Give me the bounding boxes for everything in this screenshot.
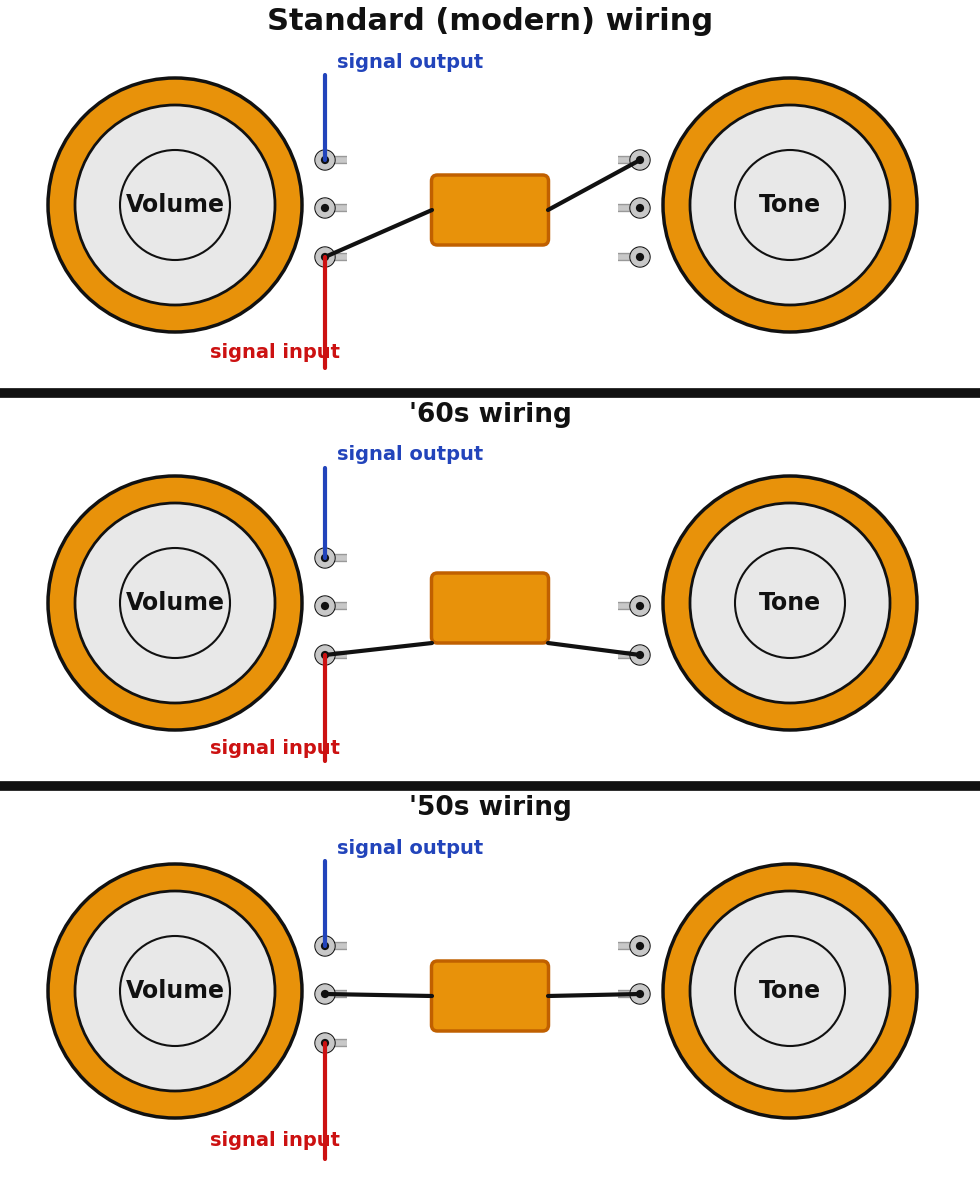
Circle shape (316, 199, 334, 217)
Circle shape (315, 936, 335, 956)
Circle shape (631, 199, 649, 217)
Circle shape (630, 246, 650, 266)
Circle shape (315, 246, 335, 266)
Circle shape (321, 205, 328, 211)
Circle shape (321, 652, 328, 658)
Circle shape (75, 105, 275, 305)
Circle shape (631, 597, 649, 615)
Circle shape (315, 198, 335, 218)
Circle shape (315, 984, 335, 1005)
Circle shape (321, 990, 328, 997)
Circle shape (316, 549, 334, 567)
Circle shape (663, 476, 917, 730)
Text: signal input: signal input (210, 1132, 340, 1151)
Circle shape (630, 198, 650, 218)
Text: signal input: signal input (210, 738, 340, 757)
Circle shape (321, 602, 328, 610)
Circle shape (316, 1034, 334, 1052)
Circle shape (48, 78, 302, 332)
Text: Volume: Volume (125, 979, 224, 1003)
Text: Standard (modern) wiring: Standard (modern) wiring (267, 7, 713, 37)
Circle shape (631, 646, 649, 664)
Circle shape (315, 645, 335, 665)
Circle shape (637, 253, 644, 261)
Circle shape (637, 942, 644, 949)
Circle shape (48, 864, 302, 1118)
Circle shape (321, 554, 328, 561)
Circle shape (630, 150, 650, 170)
Circle shape (316, 248, 334, 266)
Circle shape (637, 205, 644, 211)
Circle shape (315, 1033, 335, 1053)
Circle shape (321, 1040, 328, 1047)
Circle shape (315, 548, 335, 568)
Circle shape (630, 597, 650, 615)
Circle shape (630, 645, 650, 665)
Circle shape (316, 937, 334, 955)
Circle shape (316, 151, 334, 169)
Circle shape (631, 984, 649, 1003)
Circle shape (690, 105, 890, 305)
Circle shape (637, 602, 644, 610)
Circle shape (316, 597, 334, 615)
Text: signal output: signal output (337, 838, 483, 857)
Circle shape (637, 990, 644, 997)
Circle shape (316, 646, 334, 664)
FancyBboxPatch shape (431, 174, 549, 245)
Circle shape (75, 503, 275, 703)
Text: '60s wiring: '60s wiring (409, 402, 571, 428)
Circle shape (690, 891, 890, 1091)
Text: signal output: signal output (337, 446, 483, 465)
Text: signal input: signal input (210, 343, 340, 362)
FancyBboxPatch shape (431, 961, 549, 1030)
Circle shape (690, 503, 890, 703)
Text: Tone: Tone (759, 591, 821, 615)
Text: Tone: Tone (759, 979, 821, 1003)
Text: Tone: Tone (759, 193, 821, 217)
Circle shape (48, 476, 302, 730)
Circle shape (663, 78, 917, 332)
Circle shape (316, 984, 334, 1003)
Circle shape (631, 151, 649, 169)
Circle shape (631, 937, 649, 955)
Circle shape (637, 652, 644, 658)
Text: Volume: Volume (125, 591, 224, 615)
Text: Volume: Volume (125, 193, 224, 217)
Text: '50s wiring: '50s wiring (409, 795, 571, 821)
Circle shape (630, 936, 650, 956)
Circle shape (315, 597, 335, 615)
Circle shape (630, 984, 650, 1005)
Circle shape (75, 891, 275, 1091)
Text: signal output: signal output (337, 53, 483, 72)
Circle shape (321, 157, 328, 164)
Circle shape (637, 157, 644, 164)
Circle shape (663, 864, 917, 1118)
Circle shape (631, 248, 649, 266)
Circle shape (321, 942, 328, 949)
FancyBboxPatch shape (431, 573, 549, 643)
Circle shape (321, 253, 328, 261)
Circle shape (315, 150, 335, 170)
